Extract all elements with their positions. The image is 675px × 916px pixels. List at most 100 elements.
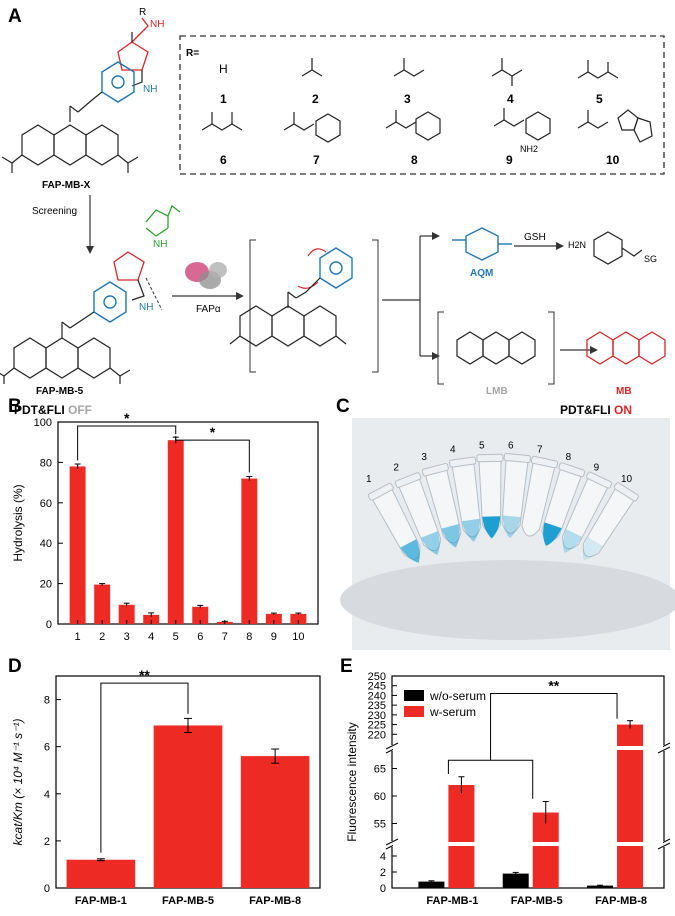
tube — [421, 462, 462, 548]
chart-d-bar — [66, 859, 136, 888]
tube-label: 10 — [621, 474, 633, 485]
chart-b-bar — [290, 613, 307, 624]
chart-b-ytick-label: 20 — [40, 579, 52, 591]
panel-label-e: E — [340, 656, 353, 677]
chart-e-ytick-label: 240 — [368, 690, 386, 702]
tube-label: 4 — [450, 445, 456, 456]
tube — [521, 455, 559, 537]
chart-e-ytick-label: 235 — [368, 700, 386, 712]
aqm-label: AQM — [470, 268, 493, 279]
chart-e-ytick-label: 0 — [380, 883, 386, 895]
chart-e-break-mark — [385, 742, 399, 750]
chart-d-bar — [240, 756, 310, 888]
sg-product: H2N SG — [568, 231, 657, 265]
pdt-on-label: PDT&FLI ON — [560, 403, 632, 417]
chart-b-ytick-label: 40 — [40, 538, 52, 550]
tube-cap — [613, 482, 639, 502]
tube-label: 7 — [537, 445, 543, 456]
r-num-9: 9 — [506, 153, 513, 167]
chart-d-sig-bracket — [100, 682, 189, 853]
tube-liquid — [502, 515, 521, 539]
tube-cap — [558, 462, 586, 478]
chart-b-xtick-label: 7 — [222, 631, 228, 643]
chart-b-bar — [167, 440, 184, 624]
chart-e-ytick-label: 245 — [368, 681, 386, 693]
chart-d-ytick-label: 8 — [44, 695, 50, 707]
tube-liquid — [563, 529, 583, 553]
chart-e-legend-swatch — [404, 706, 424, 717]
chart-e-ytick-label: 225 — [368, 720, 386, 732]
chart-b-bar — [69, 466, 86, 624]
tube-cap — [530, 455, 559, 469]
structure-fap-mb-5: NH NH FAP-MB-5 — [0, 204, 181, 397]
chart-e-break-gap — [386, 745, 398, 751]
chart-b-xtick-label: 10 — [292, 631, 304, 643]
tube-cap — [394, 472, 422, 488]
svg-text:SG: SG — [644, 254, 657, 264]
tube-body — [561, 476, 609, 550]
branch-arrows — [382, 232, 440, 360]
chart-e-ytick-label: 55 — [374, 819, 386, 831]
tube-liquid — [400, 539, 420, 563]
chart-b-xtick-label: 3 — [124, 631, 130, 643]
tube — [501, 453, 531, 539]
chart-b-sig-bracket — [175, 436, 250, 473]
r9-nh2: NH2 — [520, 144, 538, 154]
panel-label-d: D — [8, 656, 22, 677]
chart-e-break-gap — [386, 841, 398, 847]
chart-d-ylabel: kcat/Km (× 10⁴ M⁻¹ s⁻¹) — [11, 719, 25, 846]
chart-e-ytick-label: 4 — [380, 851, 386, 863]
chart-b-xtick-label: 8 — [246, 631, 252, 643]
tube — [449, 456, 482, 542]
r-num-1: 1 — [220, 92, 227, 106]
tube-label: 2 — [393, 462, 399, 473]
chart-b-xtick-label: 6 — [197, 631, 203, 643]
panel-label-c: C — [336, 396, 350, 417]
panel-label-a: A — [8, 6, 22, 27]
chart-b-xtick-label: 4 — [148, 631, 154, 643]
probe-general-name: FAP-MB-X — [42, 180, 91, 191]
tube — [367, 482, 421, 563]
tube-label: 6 — [508, 441, 514, 452]
r-group-box — [179, 35, 665, 175]
chart-b-sig-star: * — [210, 424, 216, 440]
chart-e-sig-bracket — [490, 692, 618, 761]
r-num-5: 5 — [596, 92, 603, 106]
chart-e-legend-label: w/o-serum — [429, 689, 486, 703]
chart-e-break-gap — [658, 745, 670, 751]
chart-b-xtick-label: 5 — [173, 631, 179, 643]
tube-cap — [585, 471, 613, 489]
r-num-7: 7 — [313, 153, 320, 167]
chart-d-xtick-label: FAP-MB-1 — [75, 895, 127, 907]
chart-e-ytick-label: 220 — [368, 729, 386, 741]
chart-e-break-band — [393, 746, 663, 750]
chart-d-ytick-label: 2 — [44, 836, 50, 848]
enzyme-label: FAPα — [196, 304, 221, 315]
amide-nh-label-5: NH — [139, 302, 153, 313]
chart-b-ytick-label: 0 — [46, 619, 52, 631]
chart-e-break-mark — [657, 842, 671, 850]
tube-cap — [367, 482, 394, 501]
pdt-off-label: PDT&FLI OFF — [14, 403, 92, 417]
chart-e-ytick-label: 230 — [368, 710, 386, 722]
mb-label: MB — [616, 386, 632, 397]
tube-body — [582, 487, 636, 558]
fap-enzyme-icon — [185, 262, 227, 289]
tube-liquid — [543, 522, 562, 547]
chart-e-legend-swatch — [404, 690, 424, 701]
tube — [582, 482, 639, 561]
probe-selected-name: FAP-MB-5 — [36, 386, 84, 397]
aqm-structure — [452, 227, 512, 261]
tube-body — [521, 461, 556, 537]
chart-d-bar — [153, 725, 223, 888]
tube-liquid — [461, 518, 480, 542]
tube — [541, 462, 586, 547]
chart-b-sig-bracket — [77, 425, 177, 461]
tube-liquid — [582, 536, 603, 561]
panel-b: B 0 20 40 60 80 100 Hydrolysis (%) 1 2 3 4 5 6 7 8 9 10 *… — [8, 396, 319, 643]
chart-e-ytick-label: 2 — [380, 867, 386, 879]
screening-label: Screening — [32, 206, 77, 217]
lmb-structure — [437, 311, 555, 385]
